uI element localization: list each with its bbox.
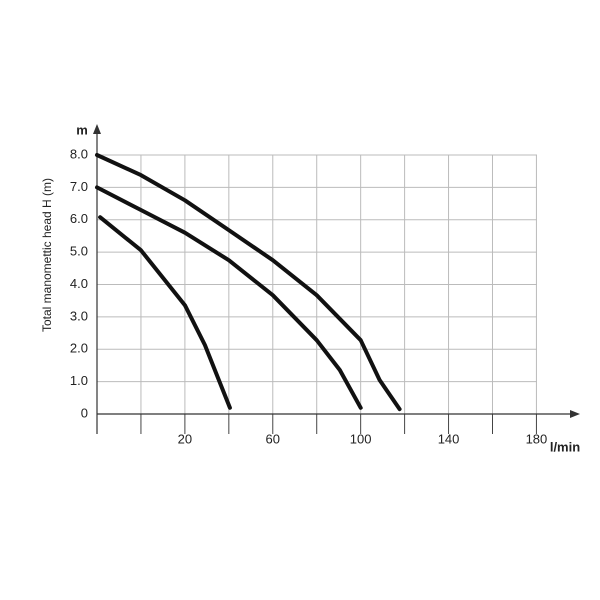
y-tick-label: 4.0 bbox=[70, 276, 88, 291]
curve bbox=[95, 185, 363, 410]
y-tick-label: 6.0 bbox=[70, 211, 88, 226]
x-tick-label: 180 bbox=[526, 431, 548, 446]
curve bbox=[98, 215, 232, 410]
curve bbox=[95, 153, 402, 412]
y-tick-label: 8.0 bbox=[70, 146, 88, 161]
y-tick-label: 0 bbox=[81, 405, 88, 420]
y-tick-label: 5.0 bbox=[70, 244, 88, 259]
x-tick-label: 60 bbox=[266, 431, 280, 446]
x-tick-label: 100 bbox=[350, 431, 372, 446]
y-tick-label: 1.0 bbox=[70, 373, 88, 388]
y-tick-label: 7.0 bbox=[70, 179, 88, 194]
x-tick-label: 20 bbox=[178, 431, 192, 446]
y-axis-arrow bbox=[93, 124, 101, 134]
x-tick-label: 140 bbox=[438, 431, 460, 446]
x-axis-arrow bbox=[570, 410, 580, 418]
y-tick-label: 2.0 bbox=[70, 341, 88, 356]
x-unit: l/min bbox=[550, 439, 580, 454]
y-axis-label: Total manomettic head H (m) bbox=[40, 178, 54, 332]
y-tick-label: 3.0 bbox=[70, 308, 88, 323]
y-unit: m bbox=[76, 122, 88, 137]
